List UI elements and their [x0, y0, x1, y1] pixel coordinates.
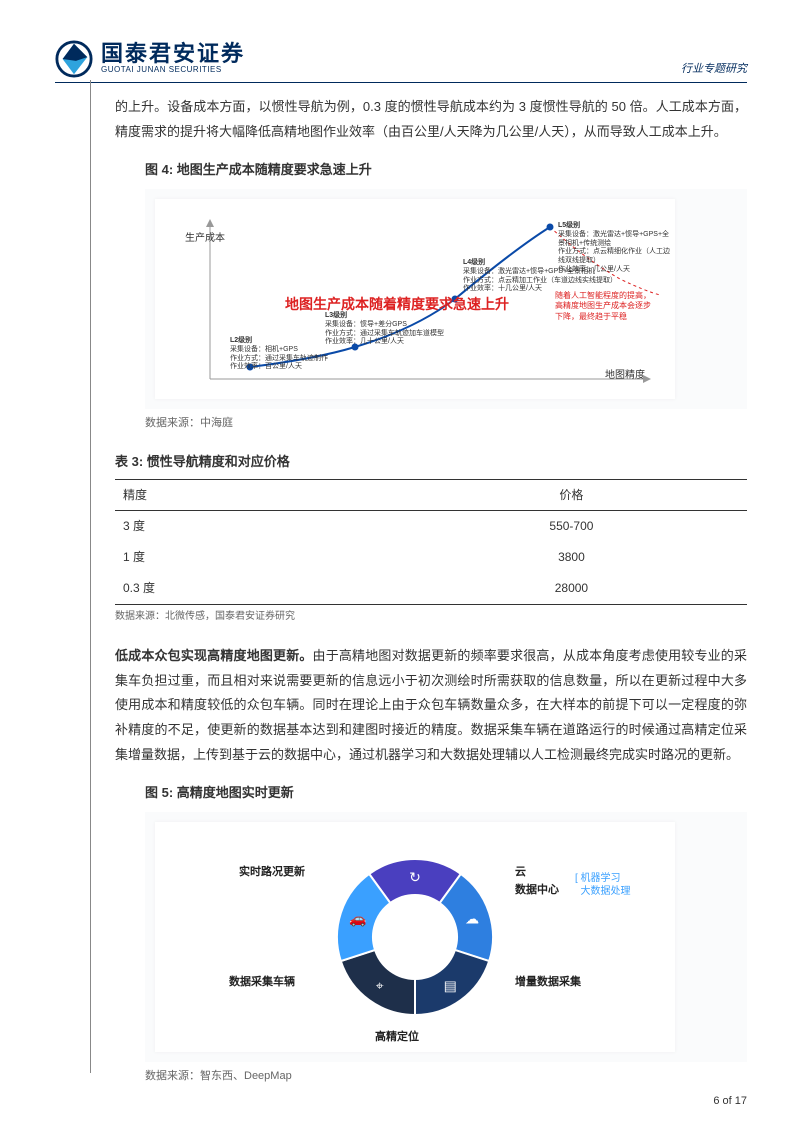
figure5-container: ↻☁▤⌖🚗 实时路况更新云数据中心[ 机器学习 大数据处理增量数据采集高精定位数… — [145, 812, 747, 1062]
donut-icon-4: 🚗 — [349, 910, 366, 927]
table-cell: 3 度 — [115, 511, 396, 542]
donut-icon-3: ⌖ — [376, 977, 384, 993]
table-cell: 1 度 — [115, 542, 396, 573]
company-name-en: GUOTAI JUNAN SECURITIES — [101, 65, 245, 75]
figure5-source: 数据来源：智东西、DeepMap — [145, 1066, 747, 1087]
table3-title: 表 3: 惯性导航精度和对应价格 — [115, 450, 747, 475]
page-header: 国泰君安证券 GUOTAI JUNAN SECURITIES 行业专题研究 — [55, 40, 747, 83]
donut-icon-1: ☁ — [465, 910, 479, 926]
update-cycle-donut: ↻☁▤⌖🚗 实时路况更新云数据中心[ 机器学习 大数据处理增量数据采集高精定位数… — [155, 822, 675, 1052]
table-row: 1 度3800 — [115, 542, 747, 573]
donut-label-4: 数据采集车辆 — [185, 972, 295, 993]
para2-body: 由于高精地图对数据更新的频率要求很高，从成本角度考虑使用较专业的采集车负担过重，… — [115, 648, 747, 762]
sidebar-divider — [90, 80, 91, 1073]
main-content: 的上升。设备成本方面，以惯性导航为例，0.3 度的惯性导航成本约为 3 度惯性导… — [115, 95, 747, 1087]
figure5-title: 图 5: 高精度地图实时更新 — [145, 781, 747, 806]
donut-extra-1: [ 机器学习 大数据处理 — [575, 872, 631, 898]
donut-label-3: 高精定位 — [375, 1027, 419, 1048]
donut-icon-0: ↻ — [409, 869, 421, 885]
table3-col1: 价格 — [396, 479, 747, 511]
table-row: 0.3 度28000 — [115, 573, 747, 604]
precision-price-table: 精度 价格 3 度550-7001 度38000.3 度28000 — [115, 479, 747, 605]
table3-source: 数据来源：北微传感，国泰君安证券研究 — [115, 607, 747, 626]
table3-col0: 精度 — [115, 479, 396, 511]
company-name-cn: 国泰君安证券 — [101, 43, 245, 65]
donut-label-0: 实时路况更新 — [195, 862, 305, 883]
donut-icon-2: ▤ — [444, 977, 457, 993]
figure4-container: 生产成本 地图精度 地图生产成本随着精度要求急速上升 随着人工智能程度的提高，高… — [145, 189, 747, 409]
table-cell: 0.3 度 — [115, 573, 396, 604]
donut-label-2: 增量数据采集 — [515, 972, 581, 993]
paragraph-2: 低成本众包实现高精度地图更新。由于高精地图对数据更新的频率要求很高，从成本角度考… — [115, 644, 747, 767]
chart4-node-0: L2级别采集设备：相机+GPS作业方式：通过采集车轨迹制作作业效率：百公里/人天 — [230, 337, 328, 372]
page-number: 6 of 17 — [713, 1095, 747, 1107]
doc-type: 行业专题研究 — [681, 60, 747, 78]
chart4-node-3: L5级别采集设备：激光雷达+惯导+GPS+全景相机+传统测绘作业方式：点云精细化… — [558, 222, 675, 275]
cost-precision-chart: 生产成本 地图精度 地图生产成本随着精度要求急速上升 随着人工智能程度的提高，高… — [155, 199, 675, 399]
donut-sublabel-1: 数据中心 — [515, 880, 559, 901]
table-cell: 28000 — [396, 573, 747, 604]
para2-lead: 低成本众包实现高精度地图更新。 — [115, 648, 313, 663]
logo-icon — [55, 40, 93, 78]
table-cell: 3800 — [396, 542, 747, 573]
table-row: 3 度550-700 — [115, 511, 747, 542]
chart4-node-1: L3级别采集设备：惯导+差分GPS作业方式：通过采集车轨迹加车道模型作业效率：几… — [325, 312, 444, 347]
company-logo: 国泰君安证券 GUOTAI JUNAN SECURITIES — [55, 40, 245, 78]
paragraph-1: 的上升。设备成本方面，以惯性导航为例，0.3 度的惯性导航成本约为 3 度惯性导… — [115, 95, 747, 144]
chart4-sidenote: 随着人工智能程度的提高，高精度地图生产成本会逐步下降，最终趋于平稳 — [555, 291, 655, 322]
figure4-source: 数据来源：中海庭 — [145, 413, 747, 434]
donut-svg: ↻ ☁ ▤ ⌖ 🚗 — [325, 847, 505, 1027]
figure4-title: 图 4: 地图生产成本随精度要求急速上升 — [145, 158, 747, 183]
table-cell: 550-700 — [396, 511, 747, 542]
